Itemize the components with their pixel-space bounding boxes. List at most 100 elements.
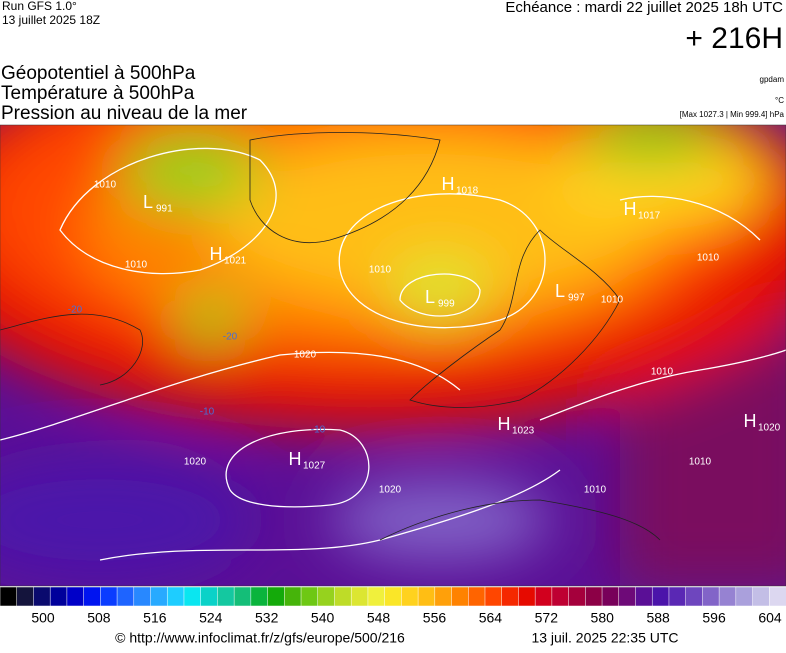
colorbar-swatch — [267, 586, 286, 607]
isobar-label: 1010 — [369, 265, 392, 276]
colorbar-tick-label: 540 — [311, 610, 335, 626]
colorbar-swatch — [534, 586, 553, 607]
colorbar-swatch — [16, 586, 35, 607]
colorbar-swatch — [769, 586, 786, 607]
colorbar-tick-label: 572 — [535, 610, 559, 626]
colorbar-swatch — [66, 586, 85, 607]
footer-url: © http://www.infoclimat.fr/z/gfs/europe/… — [115, 630, 405, 646]
colorbar-tick-label: 588 — [646, 610, 670, 626]
colorbar-swatch — [183, 586, 202, 607]
center-letter: H — [744, 411, 757, 431]
isobar-label: 1020 — [184, 457, 207, 468]
colorbar-swatch — [100, 586, 118, 607]
colorbar-tick-label: 500 — [31, 610, 55, 626]
colorbar-swatch — [217, 586, 235, 607]
run-label: Run GFS 1.0° — [2, 0, 77, 13]
unit-height: gpdam — [760, 75, 785, 84]
map-field — [0, 125, 786, 586]
colorbar-swatch — [83, 586, 102, 607]
center-letter: H — [624, 199, 637, 219]
center-letter: L — [143, 192, 153, 212]
isobar-label: 1010 — [651, 367, 674, 378]
colorbar-swatch — [49, 586, 68, 607]
colorbar-tick-label: 532 — [255, 610, 279, 626]
colorbar-tick-label: 524 — [199, 610, 223, 626]
colorbar-swatch — [33, 586, 51, 607]
colorbar-swatch — [585, 586, 603, 607]
center-value: 991 — [156, 204, 173, 215]
center-value: 999 — [438, 299, 455, 310]
center-letter: H — [289, 449, 302, 469]
colorbar-swatch — [0, 586, 18, 607]
height-field — [0, 125, 786, 586]
run-date: 13 juillet 2025 18Z — [2, 13, 100, 27]
colorbar-swatch — [618, 586, 637, 607]
isobar-label: 1010 — [94, 180, 117, 191]
center-value: 1020 — [758, 423, 781, 434]
colorbar-swatch — [150, 586, 168, 607]
colorbar-swatch — [166, 586, 185, 607]
center-letter: L — [425, 287, 435, 307]
colorbar-tick-label: 596 — [702, 610, 726, 626]
echeance: Echéance : mardi 22 juillet 2025 18h UTC — [505, 0, 783, 16]
colorbar-swatch — [401, 586, 419, 607]
colorbar-tick-label: 516 — [143, 610, 167, 626]
temperature-label: -20 — [68, 305, 83, 316]
colorbar-swatch — [468, 586, 486, 607]
colorbar-swatch — [685, 586, 704, 607]
colorbar-swatch — [752, 586, 771, 607]
colorbar-swatch — [568, 586, 587, 607]
colorbar-swatch — [702, 586, 720, 607]
center-value: 1021 — [224, 256, 247, 267]
colorbar-swatch — [484, 586, 503, 607]
colorbar-tick-label: 564 — [479, 610, 503, 626]
colorbar-tick-label: 604 — [758, 610, 782, 626]
center-letter: H — [442, 174, 455, 194]
center-value: 1017 — [638, 211, 661, 222]
temperature-label: -20 — [223, 332, 238, 343]
colorbar-swatch — [233, 586, 252, 607]
colorbar-swatch — [317, 586, 336, 607]
colorbar-tick-label: 508 — [87, 610, 111, 626]
temperature-label: -10 — [200, 407, 215, 418]
colorbar-swatch — [334, 586, 352, 607]
title-1: Géopotentiel à 500hPa — [1, 63, 196, 84]
colorbar-swatch — [417, 586, 436, 607]
center-value: 1027 — [303, 461, 326, 472]
footer-generated: 13 juil. 2025 22:35 UTC — [531, 630, 678, 646]
colorbar-tick-label: 556 — [423, 610, 447, 626]
center-letter: H — [498, 414, 511, 434]
colorbar-swatch — [133, 586, 152, 607]
isobars — [0, 147, 786, 561]
lead-time: + 216H — [685, 22, 783, 55]
colorbar-swatch — [668, 586, 687, 607]
colorbar-swatch — [601, 586, 620, 607]
colorbar-swatch — [367, 586, 386, 607]
temperature-label: -10 — [311, 425, 326, 436]
colorbar-swatch — [116, 586, 135, 607]
colorbar-swatch — [200, 586, 219, 607]
colorbar-swatch — [300, 586, 319, 607]
isobar-label: 1020 — [379, 485, 402, 496]
colorbar-swatch — [250, 586, 269, 607]
isobar-label: 1010 — [125, 260, 148, 271]
colorbar-swatch — [735, 586, 754, 607]
colorbar-tick-label: 548 — [367, 610, 391, 626]
colorbar-swatch — [501, 586, 520, 607]
title-3: Pression au niveau de la mer — [1, 103, 248, 124]
colorbar-swatch — [384, 586, 403, 607]
isobar-label: 1010 — [601, 295, 624, 306]
title-2: Température à 500hPa — [1, 83, 195, 104]
unit-pressure: [Max 1027.3 | Min 999.4] hPa — [680, 110, 785, 119]
colorbar-swatch — [635, 586, 653, 607]
map-frame — [0, 124, 786, 587]
center-value: 1023 — [512, 426, 535, 437]
colorbar-swatch — [284, 586, 302, 607]
colorbar-swatch — [451, 586, 470, 607]
colorbar-swatch — [551, 586, 570, 607]
center-letter: L — [555, 281, 565, 301]
colorbar-swatch — [718, 586, 737, 607]
colorbar-swatch — [350, 586, 369, 607]
isobar-label: 1010 — [697, 253, 720, 264]
